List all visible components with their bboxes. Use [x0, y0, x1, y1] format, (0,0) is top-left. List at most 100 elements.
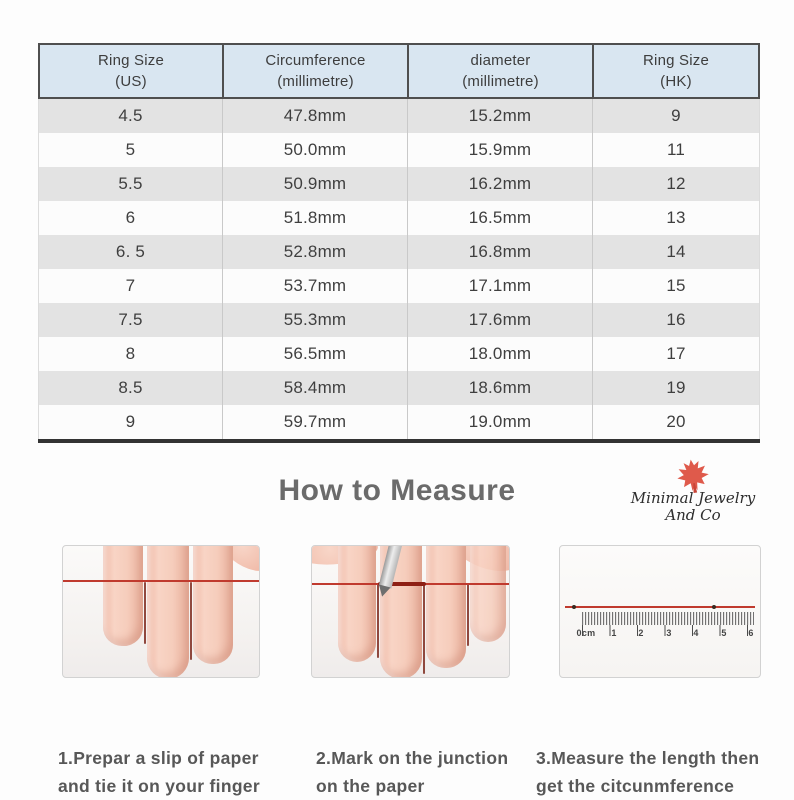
- caption-line: on the paper: [316, 776, 425, 796]
- ruler-cm-ticks: [582, 625, 755, 636]
- ruler-label: 4: [693, 628, 699, 638]
- table-row: 7 53.7mm 17.1mm 15: [38, 269, 760, 303]
- string-crease: [423, 584, 425, 674]
- header-circumference: Circumference (millimetre): [222, 45, 407, 97]
- caption-line: 2.Mark on the junction: [316, 748, 509, 768]
- ruler-label: 5: [721, 628, 727, 638]
- caption-line: and tie it on your finger: [58, 776, 260, 796]
- cell-diameter: 15.2mm: [407, 99, 592, 133]
- section-title: How to Measure: [278, 474, 516, 507]
- cell-diameter: 16.5mm: [407, 201, 592, 235]
- cell-diameter: 16.8mm: [407, 235, 592, 269]
- cell-hk-size: 20: [592, 405, 760, 439]
- header-diameter: diameter (millimetre): [407, 45, 592, 97]
- header-line: (millimetre): [277, 73, 354, 90]
- cell-us-size: 6: [38, 201, 222, 235]
- step2-illustration: [311, 545, 510, 678]
- table-row: 8.5 58.4mm 18.6mm 19: [38, 371, 760, 405]
- finger-shape: [147, 546, 189, 677]
- cell-us-size: 4.5: [38, 99, 222, 133]
- cell-circumference: 55.3mm: [222, 303, 407, 337]
- logo-text-line2: And Co: [665, 506, 721, 524]
- cell-circumference: 52.8mm: [222, 235, 407, 269]
- header-line: Ring Size: [643, 52, 709, 69]
- cell-hk-size: 12: [592, 167, 760, 201]
- cell-hk-size: 13: [592, 201, 760, 235]
- ruler-label: 1: [611, 628, 617, 638]
- table-row: 4.5 47.8mm 15.2mm 9: [38, 99, 760, 133]
- table-header-row: Ring Size (US) Circumference (millimetre…: [38, 45, 760, 99]
- cell-hk-size: 15: [592, 269, 760, 303]
- measured-string-line: [565, 606, 755, 608]
- cell-us-size: 6. 5: [38, 235, 222, 269]
- string-crease: [467, 584, 469, 646]
- cell-circumference: 56.5mm: [222, 337, 407, 371]
- string-crease: [377, 584, 379, 658]
- ruler-label: 2: [638, 628, 644, 638]
- step1-illustration: [62, 545, 260, 678]
- junction-mark: [378, 582, 426, 586]
- cell-us-size: 9: [38, 405, 222, 439]
- string-crease: [144, 582, 146, 644]
- step3-illustration: 0cm 1 2 3 4 5 6: [559, 545, 761, 678]
- cell-us-size: 8: [38, 337, 222, 371]
- header-line: (millimetre): [462, 73, 539, 90]
- cell-diameter: 17.1mm: [407, 269, 592, 303]
- cell-diameter: 15.9mm: [407, 133, 592, 167]
- caption-line: get the citcunmference: [536, 776, 735, 796]
- cell-hk-size: 14: [592, 235, 760, 269]
- cell-circumference: 50.9mm: [222, 167, 407, 201]
- ruler-label: 6: [748, 628, 754, 638]
- cell-circumference: 51.8mm: [222, 201, 407, 235]
- cell-hk-size: 11: [592, 133, 760, 167]
- ruler-label: 3: [666, 628, 672, 638]
- finger-shape: [338, 546, 376, 662]
- cell-hk-size: 9: [592, 99, 760, 133]
- brand-logo: Minimal Jewelry And Co: [606, 458, 780, 524]
- cell-hk-size: 19: [592, 371, 760, 405]
- paper-string-line: [63, 580, 259, 582]
- cell-circumference: 53.7mm: [222, 269, 407, 303]
- caption-line: 3.Measure the length then: [536, 748, 760, 768]
- cell-diameter: 19.0mm: [407, 405, 592, 439]
- table-row: 6. 5 52.8mm 16.8mm 14: [38, 235, 760, 269]
- table-row: 6 51.8mm 16.5mm 13: [38, 201, 760, 235]
- ring-size-table: Ring Size (US) Circumference (millimetre…: [38, 43, 760, 443]
- table-row: 7.5 55.3mm 17.6mm 16: [38, 303, 760, 337]
- cell-us-size: 5.5: [38, 167, 222, 201]
- table-row: 8 56.5mm 18.0mm 17: [38, 337, 760, 371]
- cell-diameter: 18.0mm: [407, 337, 592, 371]
- cell-us-size: 8.5: [38, 371, 222, 405]
- header-line: (US): [115, 73, 147, 90]
- header-ring-size-hk: Ring Size (HK): [592, 45, 760, 97]
- cell-us-size: 7.5: [38, 303, 222, 337]
- ruler-label: 0cm: [576, 628, 596, 638]
- cell-diameter: 17.6mm: [407, 303, 592, 337]
- finger-shape: [470, 546, 506, 642]
- caption-line: 1.Prepar a slip of paper: [58, 748, 259, 768]
- table-row: 9 59.7mm 19.0mm 20: [38, 405, 760, 439]
- finger-shape: [193, 546, 233, 664]
- finger-shape: [426, 546, 466, 668]
- cell-diameter: 18.6mm: [407, 371, 592, 405]
- step1-caption: 1.Prepar a slip of paper and tie it on y…: [58, 744, 260, 800]
- maple-leaf-icon: [677, 459, 709, 494]
- step2-caption: 2.Mark on the junction on the paper: [316, 744, 508, 800]
- cell-circumference: 59.7mm: [222, 405, 407, 439]
- cell-us-size: 5: [38, 133, 222, 167]
- measure-mark: [712, 605, 716, 609]
- cell-diameter: 16.2mm: [407, 167, 592, 201]
- cell-circumference: 50.0mm: [222, 133, 407, 167]
- cell-hk-size: 16: [592, 303, 760, 337]
- step3-caption: 3.Measure the length then get the citcun…: [536, 744, 759, 800]
- finger-shape: [103, 546, 143, 646]
- cell-circumference: 58.4mm: [222, 371, 407, 405]
- table-row: 5.5 50.9mm 16.2mm 12: [38, 167, 760, 201]
- header-ring-size-us: Ring Size (US): [38, 45, 222, 97]
- cell-hk-size: 17: [592, 337, 760, 371]
- cell-circumference: 47.8mm: [222, 99, 407, 133]
- header-line: diameter: [470, 52, 531, 69]
- string-crease: [190, 582, 192, 660]
- table-row: 5 50.0mm 15.9mm 11: [38, 133, 760, 167]
- cell-us-size: 7: [38, 269, 222, 303]
